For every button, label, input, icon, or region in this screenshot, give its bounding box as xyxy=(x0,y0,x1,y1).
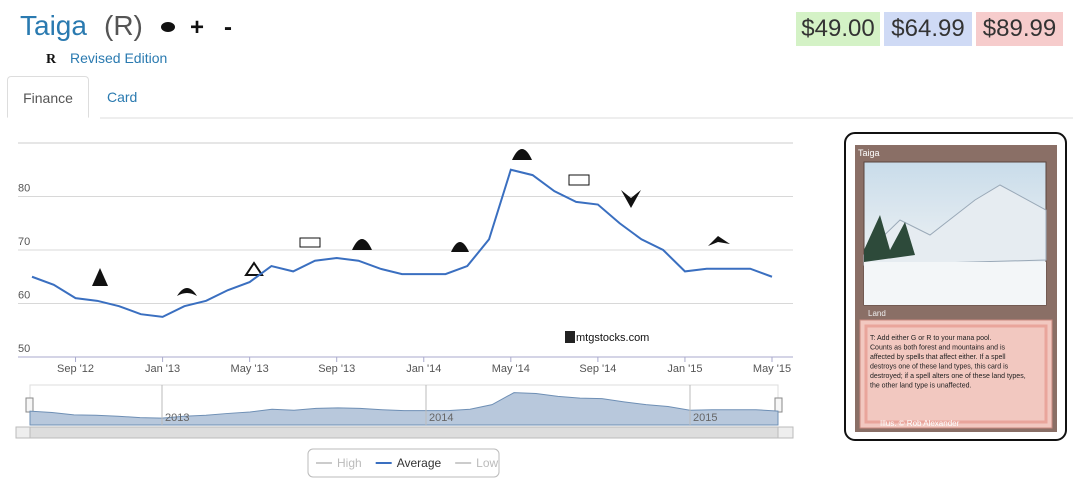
legend-item[interactable]: High xyxy=(337,456,362,470)
tab-card[interactable]: Card xyxy=(107,89,138,105)
set-icon xyxy=(244,261,264,276)
y-tick-label: 80 xyxy=(18,183,30,195)
watermark-logo xyxy=(565,331,575,343)
set-name[interactable]: Revised Edition xyxy=(70,50,168,66)
y-tick-label: 50 xyxy=(18,343,30,355)
set-icon xyxy=(568,174,590,186)
legend-item[interactable]: Average xyxy=(397,456,442,470)
watch-icon[interactable] xyxy=(161,22,175,32)
price-low: $49.00 xyxy=(796,12,880,46)
legend-item[interactable]: Low xyxy=(476,456,498,470)
set-icon xyxy=(708,236,730,246)
x-tick-label: Jan '15 xyxy=(667,363,702,375)
remove-button[interactable]: - xyxy=(224,14,232,41)
card-rules-line: affected by spells that affect either. I… xyxy=(870,354,1006,361)
card-artist: Illus. © Rob Alexander xyxy=(880,419,960,428)
set-icon xyxy=(177,288,197,296)
card-textbox xyxy=(859,319,1053,429)
x-tick-label: May '14 xyxy=(492,363,530,375)
x-tick-label: Sep '13 xyxy=(318,363,355,375)
card-rules-line: T: Add either G or R to your mana pool. xyxy=(870,335,991,342)
add-button[interactable]: + xyxy=(190,14,205,41)
card-rules-line: the other land type is unaffected. xyxy=(870,383,971,390)
card-rules-line: destroyed; if a spell alters one of thes… xyxy=(870,373,1026,380)
legend-box xyxy=(307,448,500,478)
set-icon xyxy=(621,190,641,208)
series-line xyxy=(31,168,773,318)
card-snow xyxy=(864,262,1046,305)
rarity: (R) xyxy=(104,10,143,41)
price-mid: $64.99 xyxy=(884,12,972,46)
card-name: Taiga xyxy=(858,148,880,158)
set-icon xyxy=(92,268,108,286)
x-tick-label: Sep '14 xyxy=(579,363,616,375)
set-icons xyxy=(92,149,730,296)
card-trees xyxy=(864,215,915,262)
set-icon xyxy=(352,239,372,250)
navigator-handle[interactable] xyxy=(774,397,783,413)
watermark: mtgstocks.com xyxy=(576,332,649,344)
y-tick-label: 70 xyxy=(18,236,30,248)
x-tick-label: May '15 xyxy=(753,363,791,375)
x-tick-label: May '13 xyxy=(231,363,269,375)
tab-finance[interactable]: Finance xyxy=(7,76,89,118)
navigator-area xyxy=(29,392,779,426)
set-icon xyxy=(451,242,469,252)
navigator-handle[interactable] xyxy=(25,397,34,413)
x-tick-label: Jan '13 xyxy=(145,363,180,375)
navigator-label: 2014 xyxy=(429,412,453,424)
navigator-label: 2015 xyxy=(693,412,717,424)
set-icon: R xyxy=(46,52,57,67)
x-tick-label: Sep '12 xyxy=(57,363,94,375)
card-type: Land xyxy=(868,309,886,318)
navigator-label: 2013 xyxy=(165,412,189,424)
x-tick-label: Jan '14 xyxy=(406,363,441,375)
set-icon xyxy=(299,237,321,248)
price-high: $89.99 xyxy=(976,12,1063,46)
card-rules-line: destroys one of these land types, this c… xyxy=(870,364,1009,371)
card-textbox-inner xyxy=(864,324,1048,424)
card-rules-line: Counts as both forest and mountains and … xyxy=(870,345,1006,352)
set-icon xyxy=(512,149,532,160)
card-title: Taiga xyxy=(20,10,87,41)
scrollbar-thumb[interactable] xyxy=(29,426,779,439)
y-tick-label: 60 xyxy=(18,290,30,302)
